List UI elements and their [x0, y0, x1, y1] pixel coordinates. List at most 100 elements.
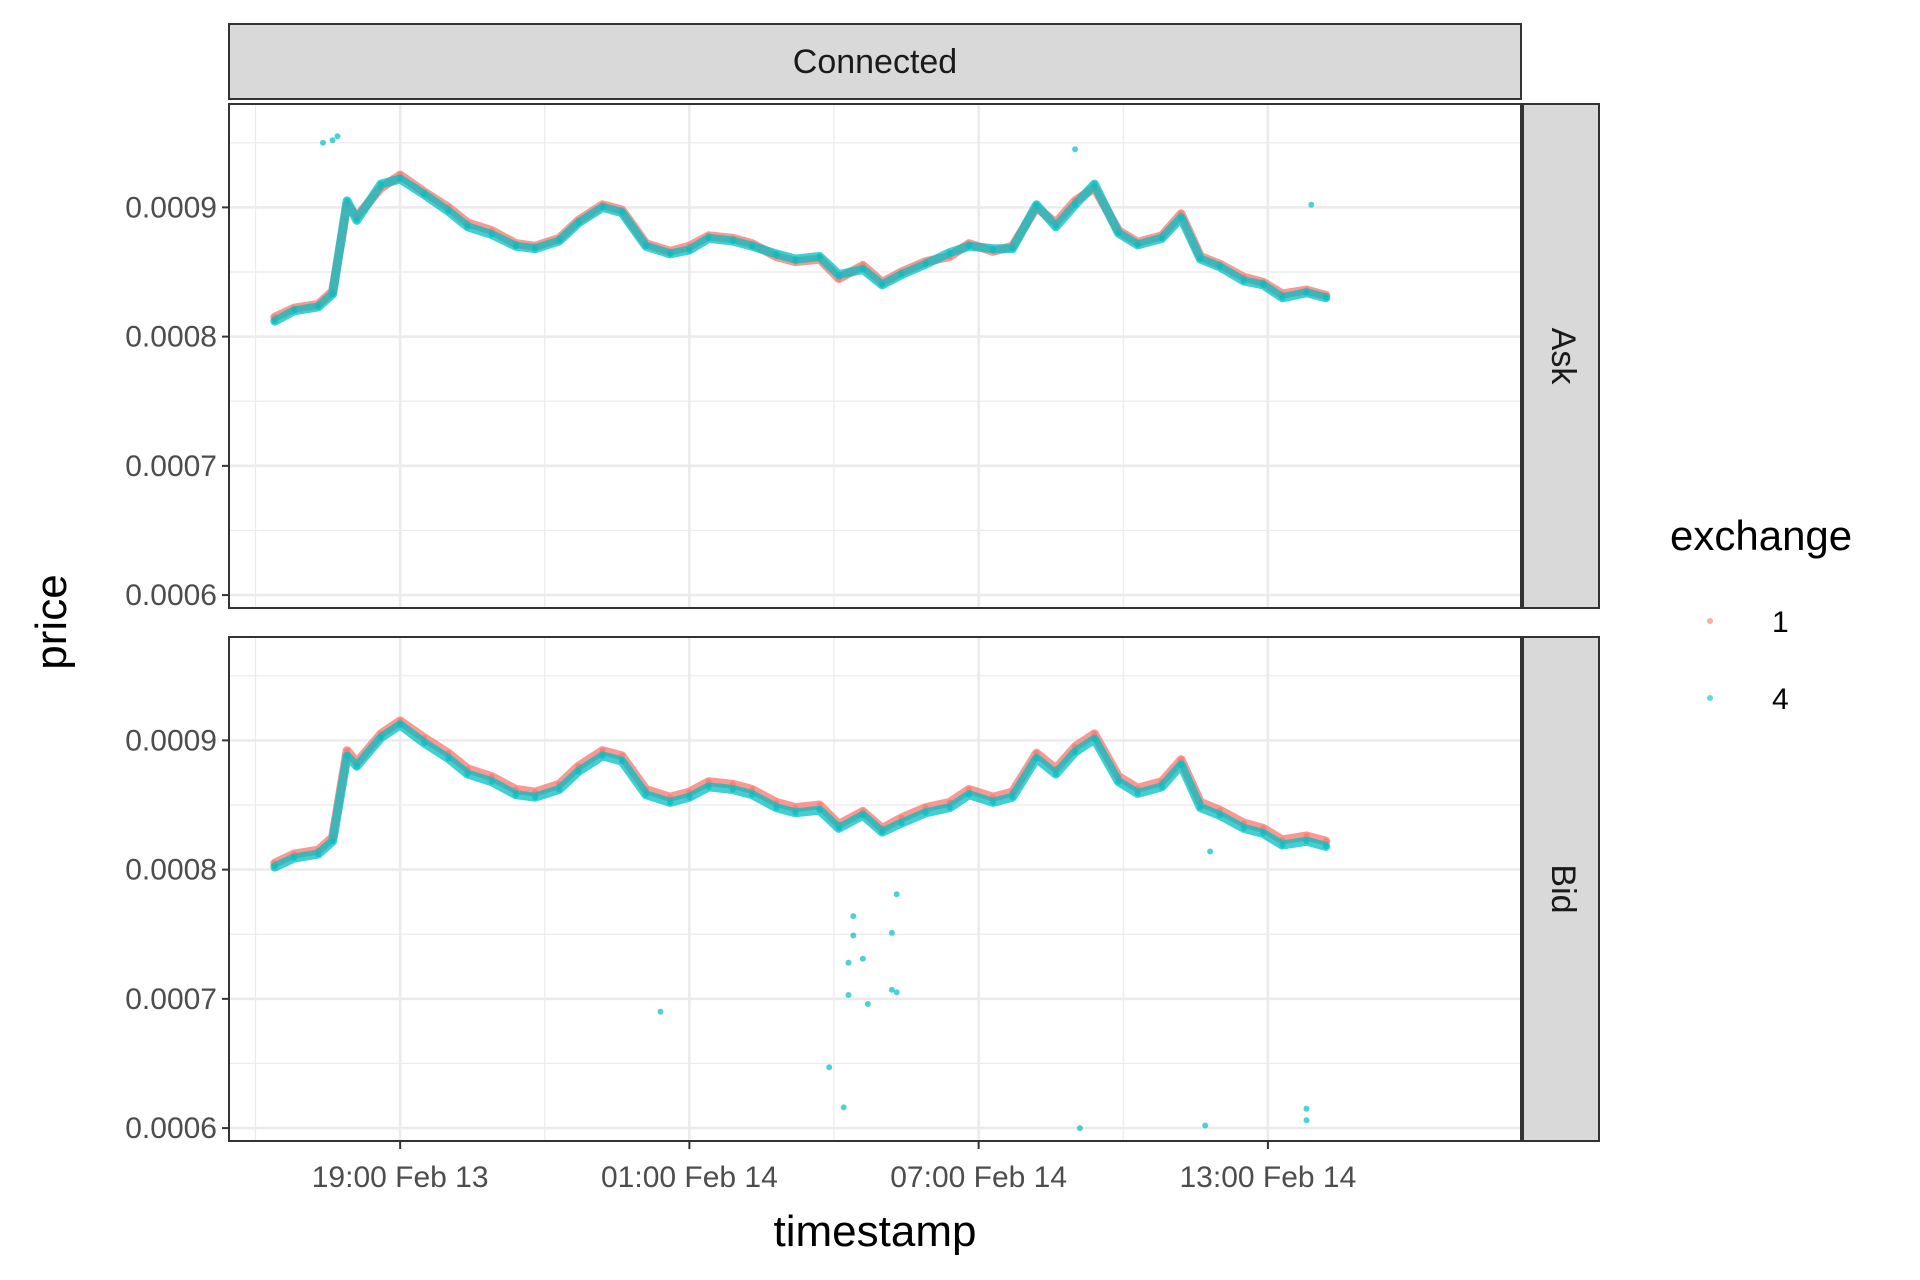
x-tick-label: 13:00 Feb 14: [1179, 1161, 1356, 1194]
data-point-exchange-4: [1240, 825, 1247, 832]
data-point-exchange-4: [344, 752, 351, 759]
data-point-exchange-4: [1303, 1117, 1310, 1124]
data-point-exchange-4: [291, 855, 298, 861]
data-point-exchange-4: [835, 825, 842, 832]
data-point-exchange-4: [773, 250, 780, 257]
panel-bid-background: [229, 637, 1521, 1141]
data-point-exchange-4: [1009, 245, 1016, 252]
data-point-exchange-4: [686, 247, 693, 253]
data-point-exchange-4: [1052, 771, 1059, 777]
data-point-exchange-4: [1303, 1105, 1310, 1112]
panel-ask-points: [270, 133, 1331, 326]
data-point-exchange-4: [1197, 256, 1204, 263]
data-point-exchange-4: [859, 812, 866, 819]
data-point-exchange-4: [1303, 838, 1310, 845]
data-point-exchange-4: [816, 253, 823, 260]
data-point-exchange-4: [1052, 223, 1059, 230]
data-point-exchange-4: [893, 989, 900, 996]
data-point-exchange-4: [879, 281, 886, 288]
data-point-exchange-4: [1279, 842, 1286, 849]
data-point-exchange-4: [421, 191, 428, 198]
panel-bid-points: [270, 716, 1331, 1132]
data-point-exchange-4: [1322, 843, 1329, 850]
data-point-exchange-4: [864, 1001, 871, 1007]
data-point-exchange-4: [1322, 294, 1329, 301]
row-strip-bid-label: Bid: [1544, 864, 1582, 913]
data-point-exchange-4: [1115, 778, 1122, 785]
data-point-exchange-4: [835, 271, 842, 278]
data-point-exchange-4: [792, 256, 799, 263]
data-point-exchange-4: [898, 820, 905, 827]
data-point-exchange-4: [749, 791, 756, 798]
data-point-exchange-4: [1072, 201, 1079, 208]
data-point-exchange-4: [329, 291, 336, 297]
data-point-exchange-4: [749, 243, 756, 250]
x-tick-label: 07:00 Feb 14: [890, 1161, 1067, 1194]
data-point-exchange-4: [729, 786, 736, 793]
data-point-exchange-4: [657, 1008, 664, 1015]
data-point-exchange-4: [1009, 794, 1016, 801]
y-tick-label: 0.0007: [125, 450, 217, 483]
data-point-exchange-4: [618, 209, 625, 216]
data-point-exchange-4: [1202, 1122, 1209, 1129]
data-point-exchange-4: [1134, 241, 1141, 248]
data-point-exchange-4: [1260, 830, 1267, 837]
panel-bid-grid: [229, 637, 1521, 1141]
data-point-exchange-4: [845, 959, 852, 966]
data-point-exchange-4: [826, 1064, 833, 1071]
y-axis-bid: 0.0006 0.0007 0.0008 0.0009: [125, 724, 229, 1145]
x-tick-label: 19:00 Feb 13: [312, 1161, 489, 1194]
data-point-exchange-4: [888, 986, 895, 993]
y-tick-label: 0.0008: [125, 854, 217, 887]
data-point-exchange-4: [532, 794, 539, 801]
data-point-exchange-4: [888, 929, 895, 936]
data-point-exchange-4: [445, 755, 452, 762]
data-point-exchange-4: [1178, 214, 1185, 221]
data-point-exchange-4: [315, 303, 322, 310]
data-point-exchange-4: [618, 758, 625, 765]
y-axis-title: price: [27, 574, 76, 669]
y-tick-label: 0.0007: [125, 983, 217, 1016]
data-point-exchange-4: [1303, 289, 1310, 296]
data-point-exchange-4: [1134, 790, 1141, 797]
data-point-exchange-4: [643, 791, 649, 798]
data-point-exchange-4: [893, 891, 900, 898]
x-axis: 19:00 Feb 13 01:00 Feb 14 07:00 Feb 14 13:0…: [312, 1141, 1356, 1194]
data-point-exchange-4: [1091, 181, 1098, 188]
row-strip-ask-label: Ask: [1544, 328, 1582, 386]
data-point-exchange-4: [1216, 812, 1223, 819]
y-tick-label: 0.0009: [125, 191, 217, 224]
data-point-exchange-4: [1076, 1125, 1083, 1132]
data-point-exchange-4: [575, 768, 582, 775]
data-point-exchange-4: [792, 809, 799, 816]
data-point-exchange-4: [729, 238, 736, 244]
data-point-exchange-4: [850, 932, 857, 939]
data-point-exchange-4: [1260, 281, 1267, 288]
data-point-exchange-4: [353, 763, 360, 770]
data-point-exchange-4: [1240, 278, 1247, 284]
data-point-exchange-4: [315, 851, 322, 858]
data-point-exchange-4: [990, 245, 997, 252]
data-point-exchange-4: [705, 783, 712, 790]
data-point-exchange-4: [946, 804, 953, 811]
data-point-exchange-4: [773, 804, 780, 811]
data-point-exchange-4: [686, 794, 693, 801]
panel-ask-grid: [229, 104, 1521, 608]
data-point-exchange-4: [1178, 761, 1185, 768]
data-point-exchange-4: [1158, 783, 1165, 790]
data-point-exchange-4: [512, 243, 519, 250]
y-tick-label: 0.0009: [125, 724, 217, 757]
data-point-exchange-4: [271, 864, 278, 870]
data-point-exchange-4: [966, 791, 972, 798]
data-point-exchange-4: [377, 734, 384, 741]
data-point-exchange-4: [1279, 294, 1286, 301]
panel-bid-frame: [228, 636, 1522, 1142]
data-point-exchange-4: [556, 238, 563, 244]
data-point-exchange-4: [344, 197, 351, 204]
data-point-exchange-4: [816, 807, 823, 814]
data-point-exchange-4: [1033, 201, 1040, 208]
y-axis-ask: 0.0006 0.0007 0.0008 0.0009: [125, 191, 229, 612]
data-point-exchange-4: [334, 133, 341, 140]
data-point-exchange-4: [667, 799, 674, 806]
y-tick-label: 0.0008: [125, 321, 217, 354]
